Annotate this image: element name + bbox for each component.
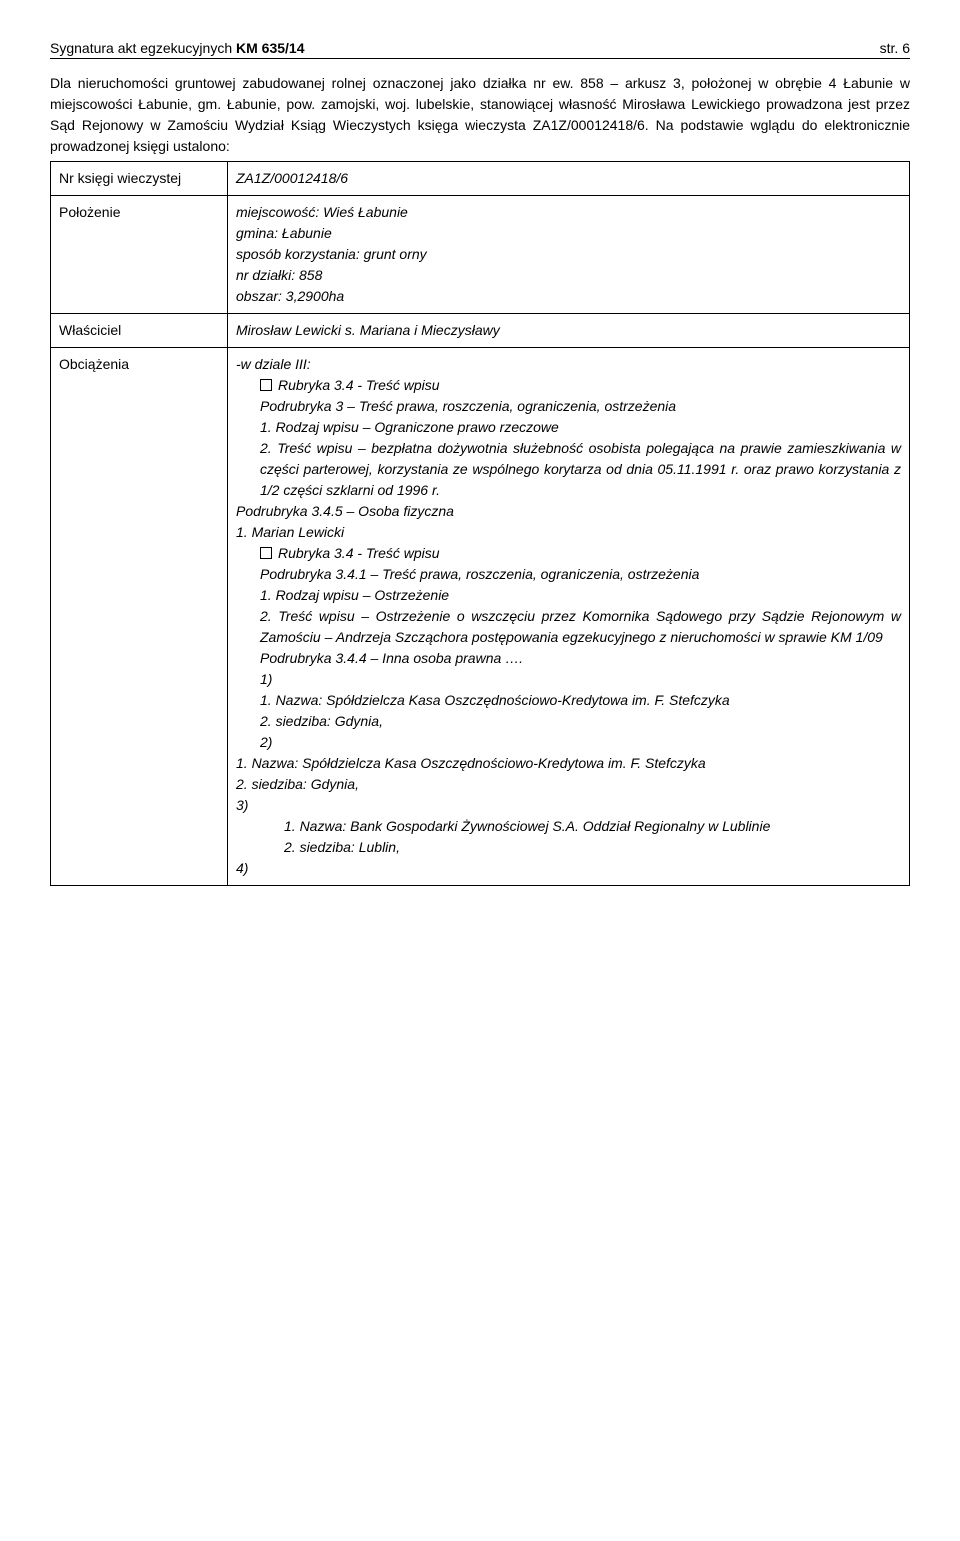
table-row: Nr księgi wieczystej ZA1Z/00012418/6	[51, 162, 910, 196]
row-value-nr-ksiegi: ZA1Z/00012418/6	[228, 162, 910, 196]
item-siedziba: 2. siedziba: Lublin,	[236, 837, 901, 858]
rubryka-text: Rubryka 3.4 - Treść wpisu	[278, 377, 440, 393]
header-prefix: Sygnatura akt egzekucyjnych	[50, 40, 236, 56]
osoba-line: 1. Marian Lewicki	[236, 522, 901, 543]
header-left: Sygnatura akt egzekucyjnych KM 635/14	[50, 40, 304, 56]
wpis-line: 1. Rodzaj wpisu – Ostrzeżenie	[236, 585, 901, 606]
item-number: 3)	[236, 795, 901, 816]
rubryka-line: Rubryka 3.4 - Treść wpisu	[236, 375, 901, 396]
item-nazwa: 1. Nazwa: Bank Gospodarki Żywnościowej S…	[236, 816, 901, 837]
item-number: 4)	[236, 858, 901, 879]
wpis-line: 2. Treść wpisu – Ostrzeżenie o wszczęciu…	[236, 606, 901, 648]
checkbox-icon	[260, 379, 272, 391]
row-label-polozenie: Położenie	[51, 196, 228, 314]
rubryka-text: Rubryka 3.4 - Treść wpisu	[278, 545, 440, 561]
page-number: str. 6	[880, 40, 910, 56]
table-row: Położenie miejscowość: Wieś Łabunie gmin…	[51, 196, 910, 314]
podrubryka-line: Podrubryka 3.4.4 – Inna osoba prawna ….	[236, 648, 901, 669]
row-value-wlasciciel: Mirosław Lewicki s. Mariana i Mieczysław…	[228, 314, 910, 348]
intro-paragraph: Dla nieruchomości gruntowej zabudowanej …	[50, 73, 910, 157]
polozenie-line: obszar: 3,2900ha	[236, 286, 901, 307]
item-nazwa: 1. Nazwa: Spółdzielcza Kasa Oszczędności…	[236, 690, 901, 711]
item-nazwa: 1. Nazwa: Spółdzielcza Kasa Oszczędności…	[236, 753, 901, 774]
polozenie-line: miejscowość: Wieś Łabunie	[236, 202, 901, 223]
wpis-line: 2. Treść wpisu – bezpłatna dożywotnia sł…	[236, 438, 901, 501]
polozenie-line: gmina: Łabunie	[236, 223, 901, 244]
polozenie-line: sposób korzystania: grunt orny	[236, 244, 901, 265]
podrubryka-line: Podrubryka 3.4.1 – Treść prawa, roszczen…	[236, 564, 901, 585]
item-number: 2)	[236, 732, 901, 753]
dzial-line: -w dziale III:	[236, 354, 901, 375]
podrubryka-line: Podrubryka 3.4.5 – Osoba fizyczna	[236, 501, 901, 522]
row-label-wlasciciel: Właściciel	[51, 314, 228, 348]
row-label-obciazenia: Obciążenia	[51, 348, 228, 886]
item-siedziba: 2. siedziba: Gdynia,	[236, 774, 901, 795]
table-row: Obciążenia -w dziale III: Rubryka 3.4 - …	[51, 348, 910, 886]
case-number: KM 635/14	[236, 40, 304, 56]
data-table: Nr księgi wieczystej ZA1Z/00012418/6 Poł…	[50, 161, 910, 886]
row-value-obciazenia: -w dziale III: Rubryka 3.4 - Treść wpisu…	[228, 348, 910, 886]
polozenie-line: nr działki: 858	[236, 265, 901, 286]
row-label-nr-ksiegi: Nr księgi wieczystej	[51, 162, 228, 196]
podrubryka-line: Podrubryka 3 – Treść prawa, roszczenia, …	[236, 396, 901, 417]
rubryka-line: Rubryka 3.4 - Treść wpisu	[236, 543, 901, 564]
page-header: Sygnatura akt egzekucyjnych KM 635/14 st…	[50, 40, 910, 59]
item-number: 1)	[236, 669, 901, 690]
checkbox-icon	[260, 547, 272, 559]
table-row: Właściciel Mirosław Lewicki s. Mariana i…	[51, 314, 910, 348]
item-siedziba: 2. siedziba: Gdynia,	[236, 711, 901, 732]
row-value-polozenie: miejscowość: Wieś Łabunie gmina: Łabunie…	[228, 196, 910, 314]
wpis-line: 1. Rodzaj wpisu – Ograniczone prawo rzec…	[236, 417, 901, 438]
